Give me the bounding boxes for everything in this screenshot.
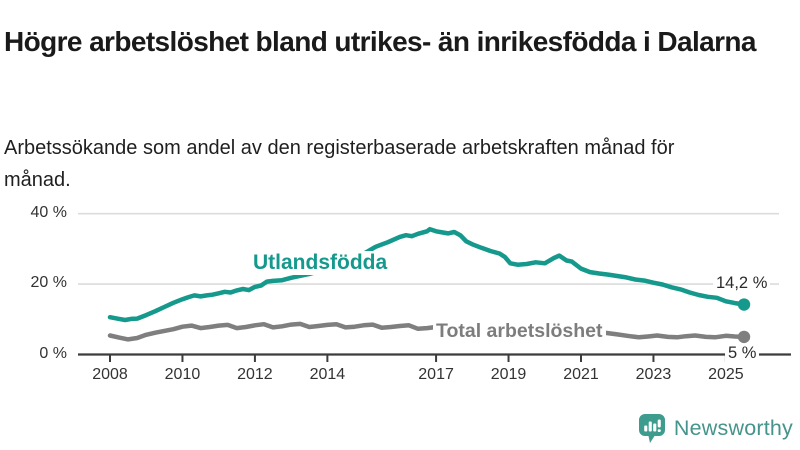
series-end-dot-0 [737,298,751,311]
x-tick-label: 2010 [164,366,201,383]
x-tick-label: 2019 [490,366,527,383]
series-end-dot-1 [737,330,751,344]
series-label-utlandsfodda: Utlandsfödda [250,251,391,276]
x-tick-label: 2012 [237,366,273,383]
end-value-label-utlandsfodda: 14,2 % [713,274,771,293]
newsworthy-logo: Newsworthy [638,413,793,444]
x-tick-label: 2025 [708,366,744,383]
chart-subtitle: Arbetssökande som andel av den registerb… [4,137,675,192]
x-tick-label: 2023 [635,366,672,383]
x-tick-label: 2017 [418,366,454,383]
x-tick-label: 2014 [309,366,346,383]
x-tick-label: 2021 [563,366,599,383]
page-title: Högre arbetslöshet bland utrikes- än inr… [4,25,757,57]
y-tick-label: 0 % [39,344,67,362]
end-value-label-total: 5 % [725,344,760,363]
series-line-0 [107,226,747,323]
y-tick-label: 20 % [30,274,67,292]
series-label-total-arbetsloshet: Total arbetslöshet [433,320,606,343]
brand-wordmark: Newsworthy [673,416,793,440]
y-tick-label: 40 % [30,203,67,221]
series-line-1 [107,321,747,342]
x-tick-label: 2008 [92,366,128,383]
newsworthy-bubble-chart-icon [638,414,665,443]
